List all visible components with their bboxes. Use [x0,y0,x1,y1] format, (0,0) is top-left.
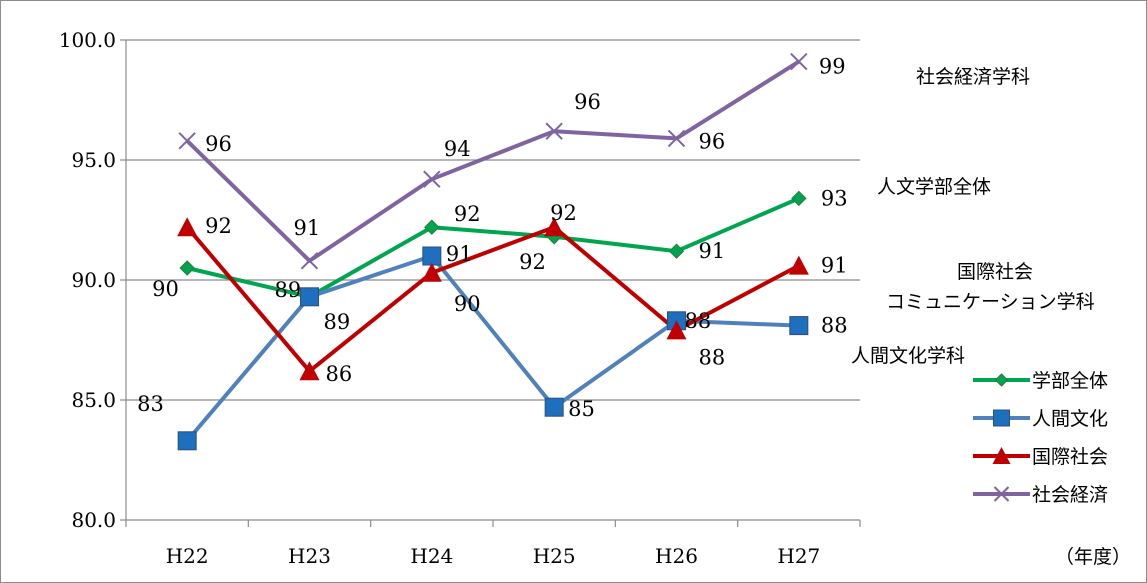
legend-label: 国際社会 [1032,446,1108,468]
data-label: 86 [326,362,353,386]
legend-item: 社会経済 [973,484,1108,506]
data-point [421,262,442,282]
data-point [423,170,441,188]
y-tick-label: 100.0 [59,28,116,52]
data-point [668,243,685,259]
legend-label: 人間文化 [1032,408,1108,430]
data-point [544,217,565,237]
annotation-label: 社会経済学科 [916,66,1030,88]
data-label: 92 [519,250,546,274]
data-point [178,132,196,150]
axes [120,39,861,527]
annotation-label: 人文学部全体 [877,176,991,198]
data-point [177,431,197,451]
data-label: 91 [821,254,848,278]
data-label: 92 [454,202,481,226]
data-label: 91 [294,216,321,240]
data-label: 91 [699,239,726,263]
legend-marker [992,447,1011,464]
data-point [788,255,809,275]
legend-item: 国際社会 [973,446,1108,468]
y-tick-label: 90.0 [71,268,116,292]
data-label: 96 [205,132,232,156]
data-point [177,217,198,237]
data-label: 92 [550,201,577,225]
x-tick-label: H22 [166,544,209,568]
data-label: 88 [699,345,726,369]
y-tick-label: 85.0 [71,388,116,412]
legend-marker [993,409,1010,427]
data-label: 88 [685,309,712,333]
data-point [422,246,442,266]
y-tick-label: 95.0 [71,148,116,172]
data-label: 89 [324,310,351,334]
data-label: 96 [574,90,601,114]
series-lines [185,59,800,443]
data-point [544,397,564,417]
unit-label: （年度） [1055,546,1131,568]
data-point [179,260,195,276]
series-line-1 [186,196,800,299]
annotation-label: 国際社会 [957,261,1033,283]
x-tick-labels: H22 H23 H24 H25 H26 H27 [166,544,821,568]
x-tick-label: H27 [777,544,820,568]
y-tick-labels: 80.0 85.0 90.0 95.0 100.0 [59,28,116,532]
data-label: 90 [454,292,481,316]
data-point [791,190,807,207]
data-point [545,122,563,140]
legend-item: 学部全体 [973,370,1108,392]
legend-label: 学部全体 [1032,370,1108,392]
legend-item: 人間文化 [973,408,1108,430]
data-point [424,219,440,235]
y-tick-label: 80.0 [71,508,116,532]
data-labels: 90 89 92 92 91 93 83 89 91 85 88 88 92 86 90 92 88 91 96 91… [137,55,847,422]
data-label: 83 [137,392,164,416]
gridlines [126,39,860,401]
data-label: 99 [819,55,846,79]
legend-marker [993,486,1010,502]
x-tick-label: H24 [410,544,453,568]
legend-label: 社会経済 [1032,484,1108,506]
data-label: 92 [205,214,232,238]
data-label: 89 [275,278,302,302]
data-label: 94 [444,137,471,161]
series-markers [177,52,809,451]
series-line-4 [185,59,800,263]
data-point [300,252,319,270]
data-point [300,287,319,307]
data-label: 85 [568,397,595,421]
annotation-label: 人間文化学科 [851,345,965,367]
data-point [666,320,687,340]
series-line-3 [185,225,800,374]
data-label: 88 [821,314,848,338]
data-point [790,52,808,71]
x-tick-label: H23 [288,544,331,568]
data-point [299,361,320,381]
data-label: 90 [152,277,179,301]
annotation-label: コミュニケーション学科 [886,291,1095,313]
legend-marker [994,373,1009,387]
x-tick-label: H25 [533,544,576,568]
data-label: 93 [821,186,848,210]
data-label: 96 [699,129,726,153]
x-tick-label: H26 [655,544,698,568]
data-point [789,316,809,336]
data-label: 91 [446,242,473,266]
data-point [667,129,686,148]
